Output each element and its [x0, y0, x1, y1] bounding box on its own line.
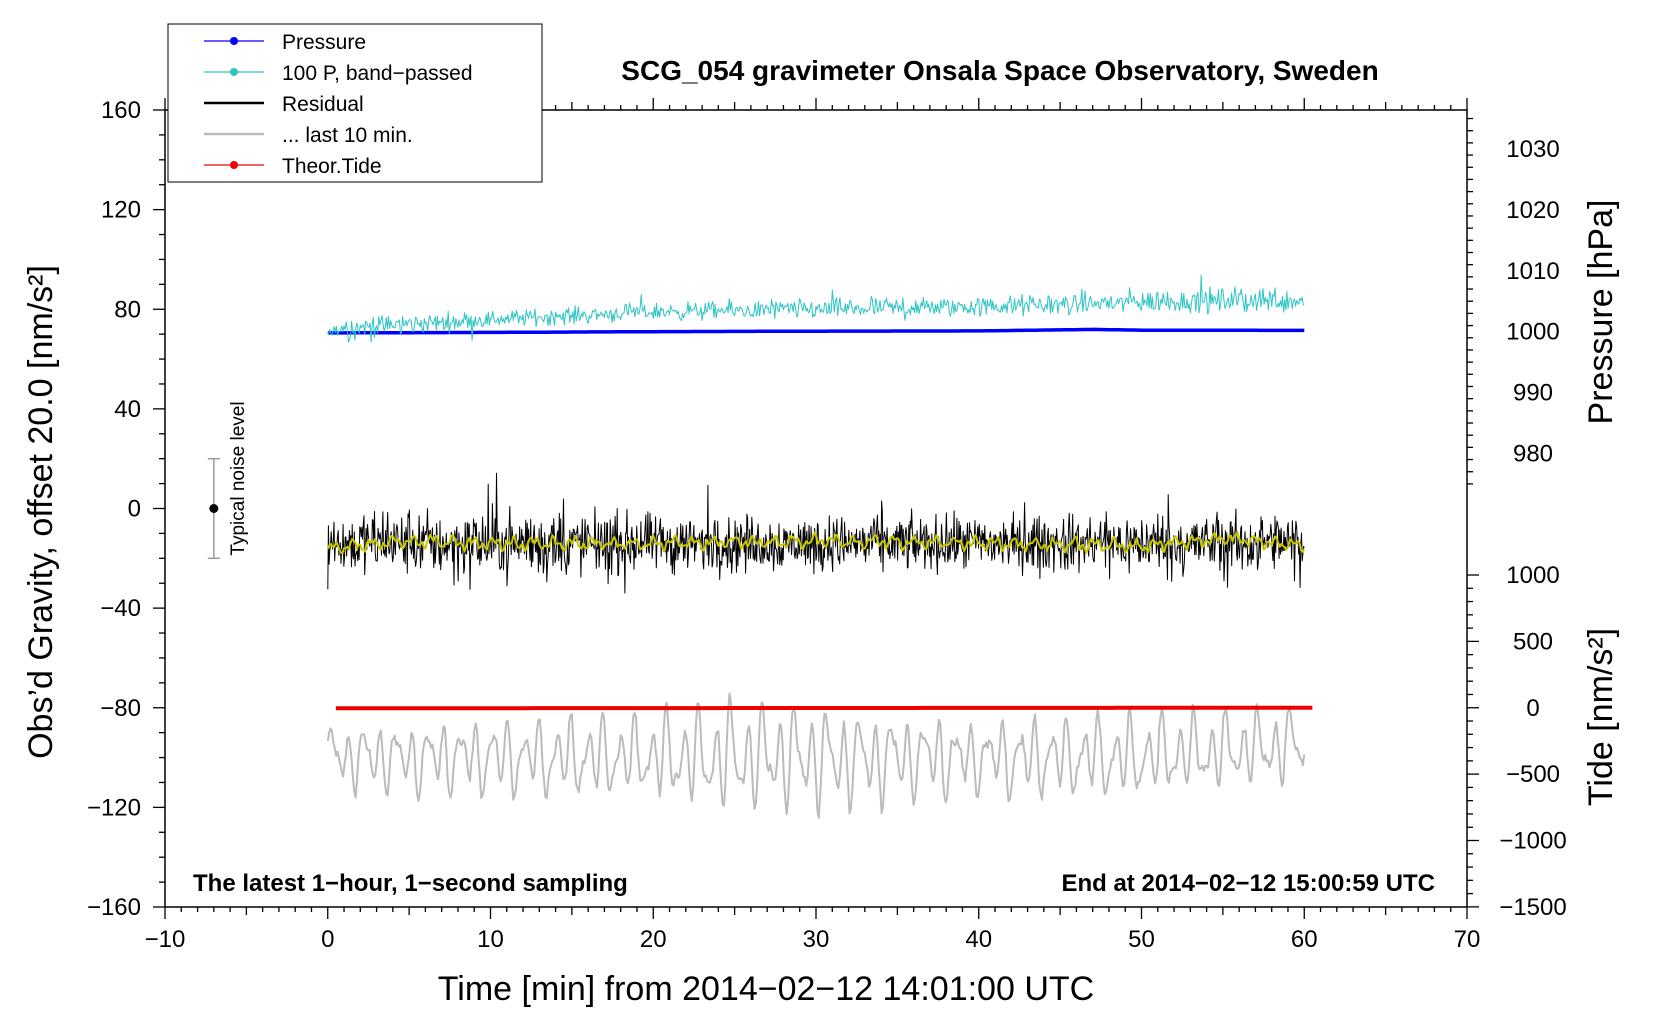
y-tick-label: −80: [100, 695, 141, 722]
end-time-note: End at 2014−02−12 15:00:59 UTC: [1061, 870, 1435, 897]
y-tick-label: −40: [100, 595, 141, 622]
x-tick-label: −10: [145, 926, 186, 953]
x-tick-label: 20: [640, 926, 667, 953]
y-axis-title-pressure: Pressure [hPa]: [1582, 200, 1620, 425]
pressure-tick-label: 1020: [1506, 197, 1559, 224]
tide-tick-label: −1000: [1499, 828, 1566, 855]
y-tick-label: 120: [101, 197, 141, 224]
tide-tick-label: −500: [1506, 761, 1560, 788]
y-tick-label: −160: [87, 894, 141, 921]
y-axis-ticks: 160 120 80 40 0 −40 −80 −120 −160: [87, 97, 165, 921]
y-tick-label: 40: [114, 396, 141, 423]
tide-tick-label: 0: [1526, 695, 1539, 722]
x-tick-label: 60: [1291, 926, 1318, 953]
legend-label: Pressure: [282, 31, 366, 54]
sampling-note: The latest 1−hour, 1−second sampling: [193, 870, 628, 897]
noise-bar: Typical noise level: [207, 401, 249, 560]
x-tick-label: 0: [321, 926, 334, 953]
legend-label: ... last 10 min.: [282, 124, 413, 147]
legend-swatch-marker: [230, 161, 238, 169]
legend-items: Pressure 100 P, band−passed Residual ... la…: [204, 31, 473, 178]
legend-swatch-marker: [230, 37, 238, 45]
x-tick-label: 70: [1454, 926, 1481, 953]
noise-level-label: Typical noise level: [228, 401, 249, 555]
pressure-tick-label: 1000: [1506, 319, 1559, 346]
x-tick-label: 10: [477, 926, 504, 953]
y-axis-title-left: Obs’d Gravity, offset 20.0 [nm/s²]: [22, 265, 60, 759]
series-last-10-min-line: [326, 692, 1306, 819]
y-tick-label: −120: [87, 794, 141, 821]
plot-area: −10 0 10 20 30 40 50 60 70 16012080400−40−80−120…: [87, 97, 1567, 953]
pressure-tick-label: 990: [1513, 380, 1553, 407]
tide-tick-label: 1000: [1506, 562, 1559, 589]
noise-bar-center-point: [209, 504, 219, 513]
y-tick-label: 80: [114, 296, 141, 323]
x-tick-label: 50: [1128, 926, 1155, 953]
legend-label: 100 P, band−passed: [282, 62, 473, 85]
x-tick-label: 40: [965, 926, 992, 953]
series-residual-smoothed-line: [326, 531, 1306, 555]
pressure-tick-label: 1010: [1506, 258, 1559, 285]
tide-axis-ticks: 1000 500 0 −500 −1000 −1500: [1467, 562, 1567, 921]
pressure-tick-label: 1030: [1506, 136, 1559, 163]
x-axis-ticks: −10 0 10 20 30 40 50 60 70: [145, 98, 1481, 953]
legend-label: Theor.Tide: [282, 155, 382, 178]
series-layer: [326, 274, 1313, 819]
y-tick-label: 160: [101, 97, 141, 124]
chart-title: SCG_054 gravimeter Onsala Space Observat…: [621, 55, 1378, 86]
tide-tick-label: −1500: [1499, 894, 1566, 921]
tide-tick-label: 500: [1513, 628, 1553, 655]
legend-label: Residual: [282, 93, 364, 116]
x-axis-title: Time [min] from 2014−02−12 14:01:00 UTC: [438, 970, 1094, 1008]
legend: Pressure 100 P, band−passed Residual ... la…: [167, 23, 543, 183]
series-pressure-line: [327, 327, 1305, 335]
legend-swatch-marker: [230, 68, 238, 76]
series-residual-line: [327, 472, 1305, 594]
x-tick-label: 30: [803, 926, 830, 953]
series-100-p-band-passed-line: [327, 274, 1305, 343]
y-tick-label: 0: [128, 496, 141, 523]
y-axis-title-tide: Tide [nm/s²]: [1582, 628, 1620, 806]
pressure-axis-ticks: 1030 1020 1010 1000 990 980: [1467, 117, 1560, 485]
pressure-tick-label: 980: [1513, 440, 1553, 467]
